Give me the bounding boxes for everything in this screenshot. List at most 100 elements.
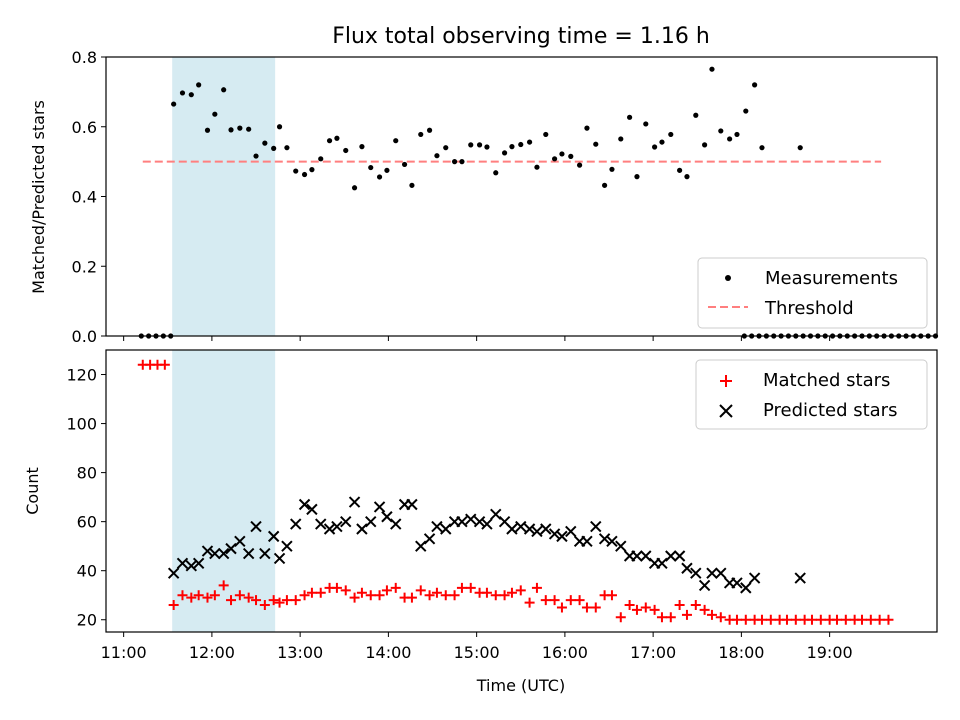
predicted-point: [606, 535, 618, 547]
predicted-point: [473, 515, 486, 528]
predicted-points: [167, 496, 806, 594]
matched-point: [590, 602, 601, 613]
predicted-point: [201, 545, 214, 557]
predicted-point: [748, 572, 761, 584]
x-tick-label: 11:00: [101, 643, 147, 662]
predicted-point: [706, 567, 718, 579]
matched-point: [331, 582, 342, 593]
x-tick-label: 19:00: [807, 643, 853, 662]
matched-point: [159, 359, 170, 370]
measurement-point: [196, 82, 202, 88]
measurement-point: [526, 139, 533, 145]
measurement-point: [212, 111, 218, 117]
predicted-point: [523, 523, 536, 535]
bottom-y-axis-label: Count: [23, 467, 42, 515]
predicted-point: [465, 513, 477, 525]
matched-point: [715, 612, 726, 623]
matched-point: [706, 609, 717, 620]
predicted-point: [515, 520, 527, 533]
matched-point: [209, 590, 220, 601]
predicted-point: [331, 520, 343, 533]
predicted-point: [481, 518, 493, 530]
matched-point: [756, 614, 767, 625]
measurement-point: [228, 127, 234, 133]
matched-point: [349, 592, 360, 603]
measurement-point: [518, 141, 524, 148]
matched-point: [356, 587, 367, 598]
x-tick-label: 14:00: [365, 643, 411, 662]
predicted-point: [225, 542, 237, 555]
measurement-point: [643, 121, 649, 127]
top-chart: Flux total observing time = 1.16 h 0.00.…: [29, 24, 939, 346]
matched-point: [281, 595, 292, 606]
predicted-point: [315, 518, 327, 530]
predicted-point: [673, 550, 686, 562]
bottom-chart: 20 40 60 80 100 120 11:00 12:00 13:00 14:00 15:00…: [23, 349, 938, 695]
matched-point: [574, 595, 585, 606]
matched-point: [365, 590, 376, 601]
measurement-point: [426, 127, 433, 133]
measurement-point: [334, 135, 340, 141]
matched-point: [606, 590, 617, 601]
bottom-y-tick-label: 120: [66, 366, 97, 385]
matched-point: [177, 590, 188, 601]
legend-threshold-label: Threshold: [764, 298, 854, 319]
matched-point: [540, 595, 551, 606]
predicted-point: [259, 547, 271, 560]
predicted-point: [581, 535, 593, 547]
matched-point: [631, 604, 642, 615]
measurement-point: [221, 87, 227, 93]
measurement-point: [179, 90, 186, 96]
predicted-point: [698, 579, 711, 592]
matched-point: [506, 587, 517, 598]
top-y-tick-label: 0.2: [72, 257, 97, 276]
measurement-point: [718, 128, 724, 134]
measurement-point: [262, 140, 268, 146]
x-tick-label: 17:00: [630, 643, 676, 662]
measurement-point: [309, 167, 315, 173]
measurement-point: [634, 174, 640, 180]
matched-point: [699, 604, 710, 615]
measurement-point: [593, 141, 599, 147]
matched-point: [234, 590, 245, 601]
predicted-point: [242, 547, 255, 560]
matched-point: [865, 614, 876, 625]
matched-point: [883, 614, 894, 625]
measurement-point: [418, 131, 424, 138]
x-tick-label: 12:00: [189, 643, 235, 662]
predicted-point: [390, 518, 402, 530]
measurement-point: [659, 139, 665, 145]
measurement-point: [693, 112, 699, 118]
legend-predicted-label: Predicted stars: [763, 400, 897, 421]
bottom-axes-frame: [105, 349, 938, 633]
measurement-point: [709, 66, 715, 72]
matched-point: [406, 592, 417, 603]
matched-point: [243, 592, 254, 603]
measurement-point: [609, 166, 615, 172]
top-x-ticks: [123, 336, 831, 341]
measurement-point: [509, 144, 515, 150]
x-tick-label: 18:00: [718, 643, 764, 662]
predicted-point: [192, 557, 205, 570]
matched-point: [649, 604, 660, 615]
predicted-point: [506, 523, 518, 535]
predicted-point: [267, 530, 280, 543]
matched-point: [274, 597, 285, 608]
measurement-point: [384, 167, 390, 173]
top-legend: Measurements Threshold: [697, 257, 928, 329]
predicted-point: [440, 523, 452, 535]
predicted-point: [185, 560, 198, 572]
matched-point: [168, 600, 179, 611]
predicted-point: [598, 533, 611, 545]
matched-point: [218, 580, 229, 591]
matched-points: [137, 359, 894, 625]
bottom-y-tick-label: 40: [77, 562, 97, 581]
matched-point: [381, 585, 392, 596]
top-y-tick-label: 0.8: [72, 48, 97, 67]
matched-point: [290, 595, 301, 606]
top-y-axis-label: Matched/Predicted stars: [29, 100, 48, 294]
predicted-point: [740, 582, 752, 594]
measurement-point: [727, 136, 733, 142]
matched-point: [390, 582, 401, 593]
